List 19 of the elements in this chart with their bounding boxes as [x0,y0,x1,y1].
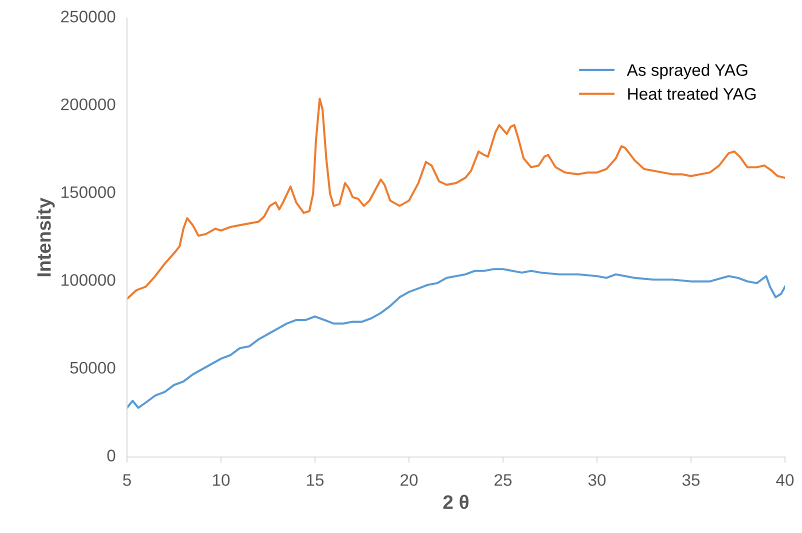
x-tick-label: 10 [213,474,230,486]
line-series [127,268,785,409]
y-tick-label: 100000 [62,274,116,286]
y-tick-label: 0 [107,450,116,462]
x-tick-label: 25 [494,474,512,486]
x-axis-title: 2 θ [443,494,469,510]
y-tick-label: 150000 [62,186,116,198]
legend-label: As sprayed YAG [626,64,748,80]
x-tick-label: 40 [776,474,794,486]
x-tick-label: 5 [123,474,131,486]
x-tick-label: 15 [307,474,324,486]
y-tick-label: 200000 [61,98,116,110]
y-tick-label: 50000 [70,362,116,374]
x-tick-label: 30 [588,474,606,486]
x-tick-label: 35 [682,474,700,486]
x-tick-label: 20 [400,474,418,486]
y-axis-title: Intensity [36,198,55,276]
legend-label: Heat treated YAG [628,88,756,100]
y-tick-label: 250000 [61,10,116,22]
